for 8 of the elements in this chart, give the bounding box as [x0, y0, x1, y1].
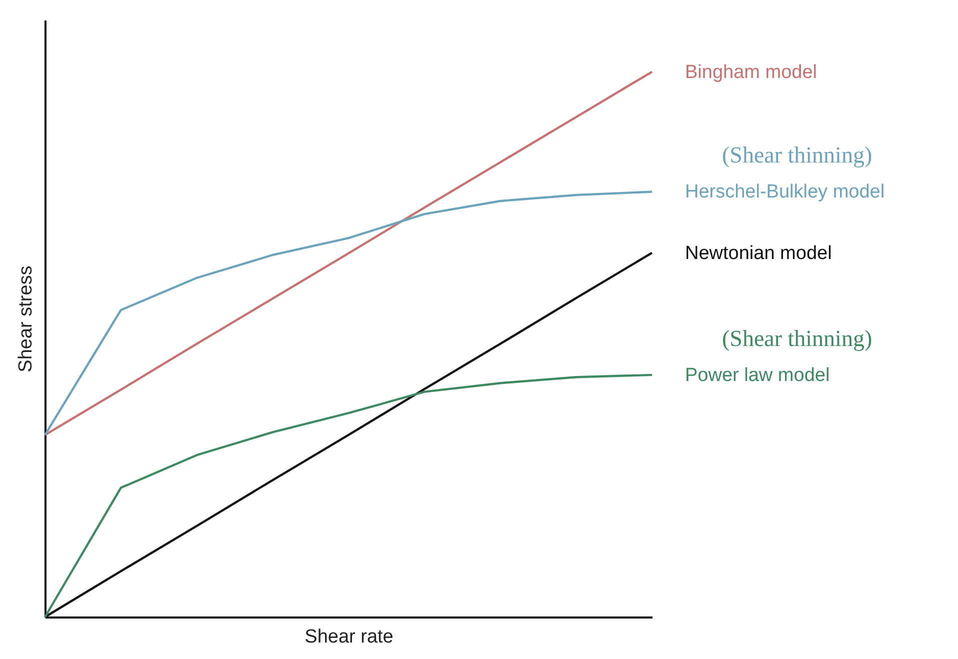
series-label: Newtonian model: [685, 242, 832, 264]
series-label: Herschel-Bulkley model: [685, 182, 885, 203]
series-label: Bingham model: [685, 62, 818, 83]
x-axis-title: Shear rate: [304, 626, 394, 648]
series-label: Power law model: [685, 364, 830, 386]
y-axis-title: Shear stress: [16, 266, 36, 372]
text: (Shear thinning): [722, 142, 872, 168]
text: (Shear thinning): [722, 326, 872, 351]
